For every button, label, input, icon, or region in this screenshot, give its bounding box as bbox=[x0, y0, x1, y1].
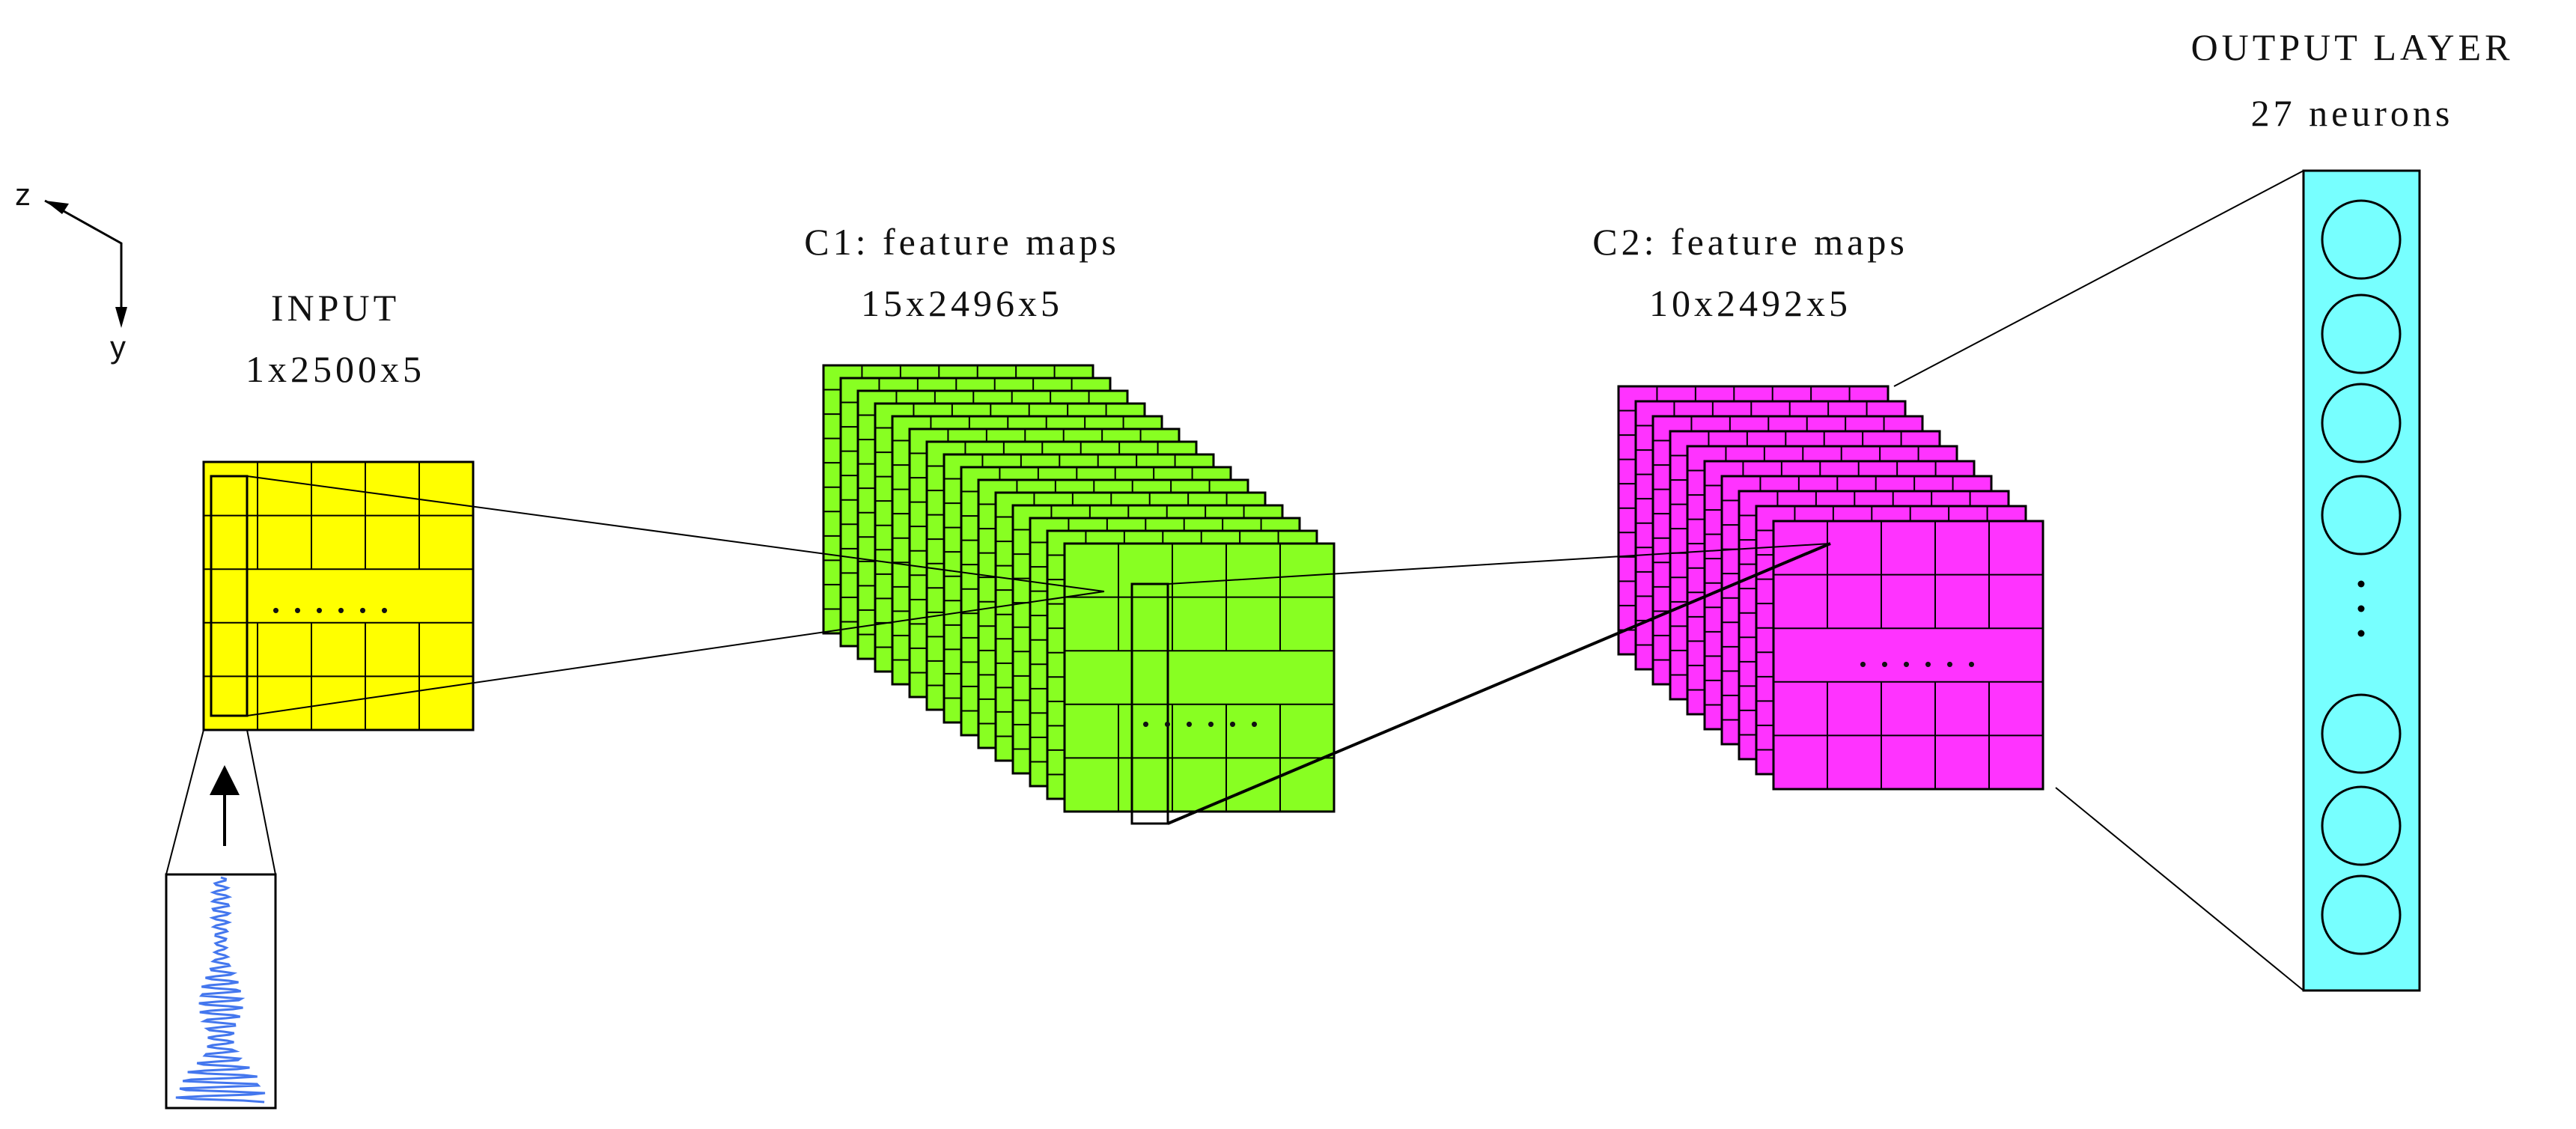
connection-line bbox=[246, 591, 1105, 716]
input-layer bbox=[202, 460, 475, 731]
connection-line bbox=[1893, 170, 2304, 387]
output-neurons-label: 27 neurons bbox=[2251, 92, 2454, 134]
axis-indicator: z y bbox=[15, 177, 127, 365]
y-arrow-icon bbox=[115, 307, 127, 328]
input-grid bbox=[202, 460, 475, 731]
connection-line bbox=[2055, 787, 2304, 991]
signal-waveform bbox=[175, 876, 266, 1104]
input-kernel-window bbox=[210, 475, 249, 717]
output-neuron bbox=[2321, 383, 2402, 463]
axis-lines bbox=[44, 199, 123, 323]
c2-ellipsis: ...... bbox=[1857, 627, 1988, 676]
c1-ellipsis: ...... bbox=[1140, 687, 1270, 736]
z-axis-label: z bbox=[15, 177, 31, 212]
output-vertical-ellipsis-dot bbox=[2357, 605, 2365, 612]
connection-line bbox=[1167, 543, 1831, 585]
input-ellipsis: ...... bbox=[270, 573, 401, 622]
c1-title: C1: feature maps bbox=[804, 221, 1120, 263]
c2-feature-map-stack bbox=[1617, 385, 2044, 791]
output-title: OUTPUT LAYER bbox=[2191, 26, 2514, 68]
c1-feature-map-stack bbox=[822, 364, 1336, 825]
connection-line bbox=[1167, 542, 1831, 825]
output-vertical-ellipsis-dot bbox=[2357, 630, 2365, 637]
output-neuron bbox=[2321, 293, 2402, 374]
connection-line bbox=[246, 475, 1105, 592]
z-arrow-icon bbox=[45, 201, 69, 214]
c2-title: C2: feature maps bbox=[1592, 221, 1908, 263]
c1-front-map bbox=[1063, 542, 1336, 813]
signal-zoom-line-right bbox=[246, 729, 276, 875]
c2-front-map bbox=[1772, 520, 2044, 791]
output-neuron bbox=[2321, 785, 2402, 866]
input-shape: 1x2500x5 bbox=[246, 348, 425, 390]
output-vertical-ellipsis-dot bbox=[2357, 580, 2365, 588]
output-neuron bbox=[2321, 199, 2402, 280]
signal-frame bbox=[165, 873, 277, 1110]
output-neuron bbox=[2321, 874, 2402, 955]
signal-zoom-line-left bbox=[165, 729, 204, 875]
output-column bbox=[2302, 169, 2421, 992]
c2-shape: 10x2492x5 bbox=[1649, 282, 1851, 324]
input-title: INPUT bbox=[271, 287, 400, 329]
output-neuron bbox=[2321, 693, 2402, 774]
y-axis-label: y bbox=[110, 329, 126, 365]
output-layer bbox=[2302, 169, 2421, 992]
c1-kernel-window bbox=[1130, 582, 1169, 825]
c1-shape: 15x2496x5 bbox=[861, 282, 1063, 324]
output-neuron bbox=[2321, 475, 2402, 556]
connection-lines bbox=[246, 170, 2304, 991]
input-signal-box bbox=[165, 729, 277, 1110]
